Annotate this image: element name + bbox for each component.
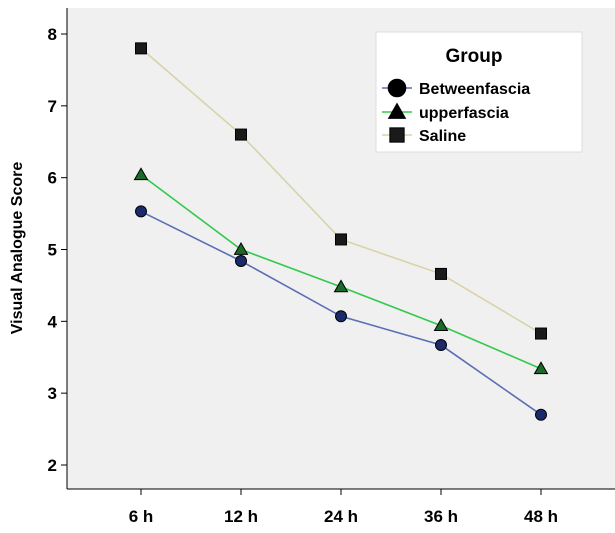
y-tick-label: 7 <box>48 97 57 116</box>
series-upperfascia <box>133 167 549 375</box>
legend-items: Betweenfascia upperfascia Saline <box>382 78 530 145</box>
data-point <box>535 408 547 421</box>
x-tick-label: 48 h <box>524 507 558 526</box>
data-point <box>135 205 147 218</box>
data-point <box>335 310 347 323</box>
legend-marker <box>387 78 407 98</box>
data-point <box>533 361 549 375</box>
y-tick-label: 6 <box>48 169 57 188</box>
legend-label: Betweenfascia <box>419 81 530 98</box>
series-betweenfascia <box>135 205 547 421</box>
data-point <box>235 128 247 141</box>
legend: Group Betweenfascia upperfascia Saline <box>375 31 583 153</box>
legend-item-saline: Saline <box>382 127 466 145</box>
data-point <box>233 241 249 255</box>
data-point <box>333 279 349 293</box>
legend-box <box>375 31 583 153</box>
data-point <box>435 267 447 280</box>
y-tick-label: 3 <box>48 384 57 403</box>
x-tick-label: 12 h <box>224 507 258 526</box>
data-point <box>235 254 247 267</box>
data-point <box>435 339 447 352</box>
x-tick-label: 24 h <box>324 507 358 526</box>
y-tick-label: 4 <box>48 312 58 331</box>
legend-item-upperfascia: upperfascia <box>382 102 509 122</box>
legend-item-betweenfascia: Betweenfascia <box>382 78 530 98</box>
axes: 2 3 4 5 6 7 8 6 h 12 h 24 h 36 h 48 h <box>48 8 615 526</box>
series-saline <box>135 42 547 340</box>
y-tick-label: 5 <box>48 241 57 260</box>
legend-label: upperfascia <box>419 105 509 122</box>
legend-marker <box>389 127 405 143</box>
legend-title: Group <box>446 46 503 67</box>
y-tick-label: 2 <box>48 456 57 475</box>
legend-marker <box>387 102 407 119</box>
data-point <box>335 233 347 246</box>
x-tick-label: 36 h <box>424 507 458 526</box>
legend-label: Saline <box>419 128 466 145</box>
data-point <box>133 167 149 181</box>
x-tick-label: 6 h <box>129 507 154 526</box>
data-point <box>433 318 449 332</box>
y-axis-title: Visual Analogue Score <box>9 162 26 335</box>
data-point <box>535 327 547 340</box>
data-point <box>135 42 147 55</box>
y-tick-label: 8 <box>48 25 57 44</box>
series-group <box>133 42 549 421</box>
